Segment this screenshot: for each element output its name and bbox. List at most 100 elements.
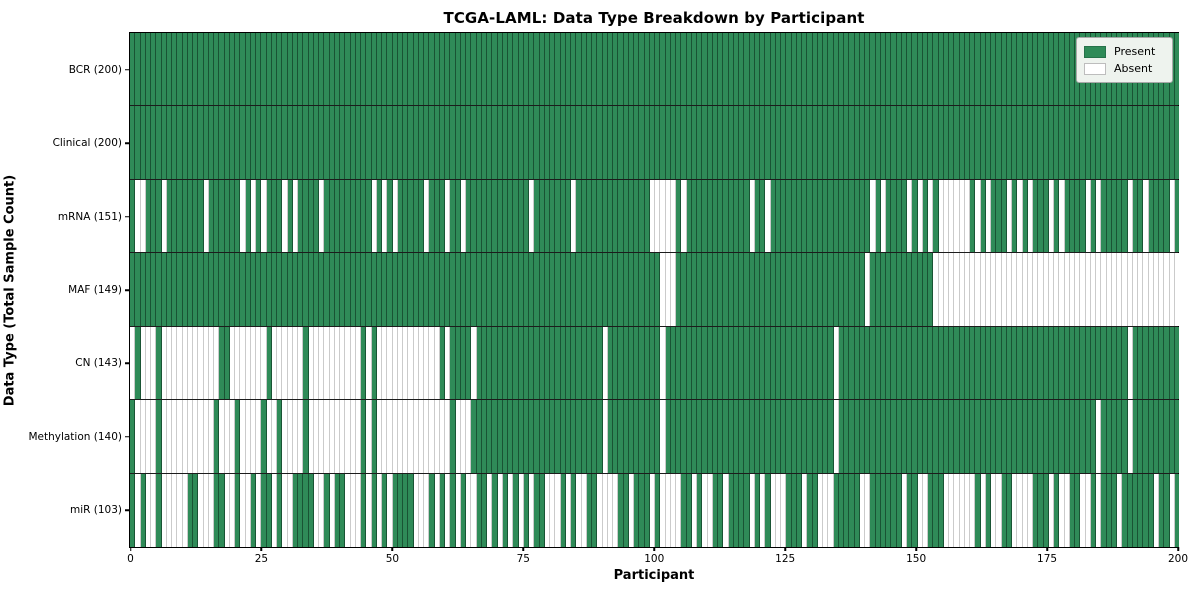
cell [681, 326, 687, 400]
cell [340, 179, 346, 253]
x-tick-label: 175 [1037, 553, 1058, 565]
cell [980, 32, 986, 106]
cell [424, 32, 430, 106]
cell [250, 106, 256, 179]
cell [214, 400, 220, 473]
cell [1054, 32, 1060, 106]
y-tick-mark [124, 215, 129, 218]
cell [634, 253, 640, 326]
y-tick-mark [124, 68, 129, 71]
cell [271, 32, 277, 106]
cell [439, 473, 445, 547]
cell [718, 253, 724, 326]
cell [1001, 400, 1007, 473]
cell [1038, 253, 1044, 326]
cell [555, 253, 561, 326]
cell [208, 106, 214, 179]
cell [166, 326, 172, 400]
cell [823, 179, 829, 253]
cell [975, 400, 981, 473]
heatmap-row-cn [130, 326, 1179, 401]
cell [781, 400, 787, 473]
cell [408, 326, 414, 400]
cell [618, 326, 624, 400]
cell [597, 400, 603, 473]
cell [954, 326, 960, 400]
cell [996, 32, 1002, 106]
cell [445, 400, 451, 473]
cell [964, 32, 970, 106]
cell [208, 400, 214, 473]
cell [187, 473, 193, 547]
cell [949, 106, 955, 179]
cell [912, 32, 918, 106]
cell [193, 400, 199, 473]
cell [450, 326, 456, 400]
cell [964, 253, 970, 326]
cell [581, 106, 587, 179]
cell [1017, 473, 1023, 547]
cell [434, 179, 440, 253]
cell [1022, 106, 1028, 179]
cell [665, 253, 671, 326]
cell [838, 32, 844, 106]
cell [277, 400, 283, 473]
cell [1059, 32, 1065, 106]
cell [1012, 32, 1018, 106]
cell [256, 32, 262, 106]
cell [261, 253, 267, 326]
cell [471, 106, 477, 179]
cell [838, 179, 844, 253]
cell [964, 106, 970, 179]
cell [1132, 400, 1138, 473]
cell [130, 400, 136, 473]
cell [980, 179, 986, 253]
cell [833, 326, 839, 400]
cell [786, 326, 792, 400]
cell [298, 326, 304, 400]
cell [660, 473, 666, 547]
cell [581, 473, 587, 547]
cell [1059, 253, 1065, 326]
cell [644, 400, 650, 473]
cell [345, 473, 351, 547]
cell [497, 473, 503, 547]
cell [765, 473, 771, 547]
cell [991, 32, 997, 106]
cell [208, 473, 214, 547]
cell [298, 179, 304, 253]
cell [681, 253, 687, 326]
cell [245, 106, 251, 179]
cell [775, 253, 781, 326]
cell [324, 326, 330, 400]
cell [933, 473, 939, 547]
cell [397, 326, 403, 400]
cell [807, 106, 813, 179]
cell [145, 179, 151, 253]
cell [938, 32, 944, 106]
cell [970, 326, 976, 400]
cell [996, 473, 1002, 547]
cell [770, 179, 776, 253]
cell [376, 32, 382, 106]
cell [1043, 326, 1049, 400]
cell [592, 400, 598, 473]
cell [235, 253, 241, 326]
cell [985, 179, 991, 253]
cell [487, 473, 493, 547]
cell [513, 106, 519, 179]
cell [691, 179, 697, 253]
cell [397, 253, 403, 326]
cell [623, 253, 629, 326]
cell [219, 400, 225, 473]
cell [1059, 326, 1065, 400]
cell [796, 473, 802, 547]
cell [985, 253, 991, 326]
cell [723, 32, 729, 106]
cell [292, 326, 298, 400]
cell [455, 106, 461, 179]
cell [313, 400, 319, 473]
cell [229, 179, 235, 253]
cell [859, 400, 865, 473]
cell [413, 473, 419, 547]
